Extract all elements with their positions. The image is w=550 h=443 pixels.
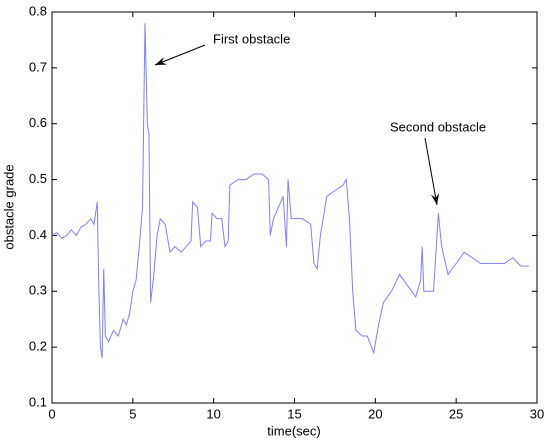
y-tick-label: 0.4 [29, 227, 47, 242]
annotation-arrow [154, 44, 206, 66]
y-tick-label: 0.8 [29, 3, 47, 18]
y-tick-label: 0.2 [29, 339, 47, 354]
y-axis-label: obstacle grade [1, 164, 16, 249]
annotation: First obstacle [213, 31, 290, 46]
x-tick-label: 10 [206, 406, 220, 421]
x-axis-label: time(sec) [267, 423, 320, 438]
y-tick-label: 0.1 [29, 394, 47, 409]
x-tick-label: 20 [368, 406, 382, 421]
annotation: Second obstacle [390, 119, 486, 134]
annotation-arrow [424, 137, 438, 206]
x-tick-label: 15 [287, 406, 301, 421]
y-tick-label: 0.5 [29, 171, 47, 186]
x-tick-label: 30 [530, 406, 544, 421]
arrow-head [430, 193, 440, 205]
y-tick-label: 0.6 [29, 115, 47, 130]
x-tick-label: 5 [129, 406, 136, 421]
x-tick-label: 25 [449, 406, 463, 421]
arrow-head [155, 56, 167, 65]
y-tick-label: 0.3 [29, 283, 47, 298]
data-line [51, 23, 529, 359]
y-tick-label: 0.7 [29, 59, 47, 74]
x-tick-label: 0 [48, 406, 55, 421]
